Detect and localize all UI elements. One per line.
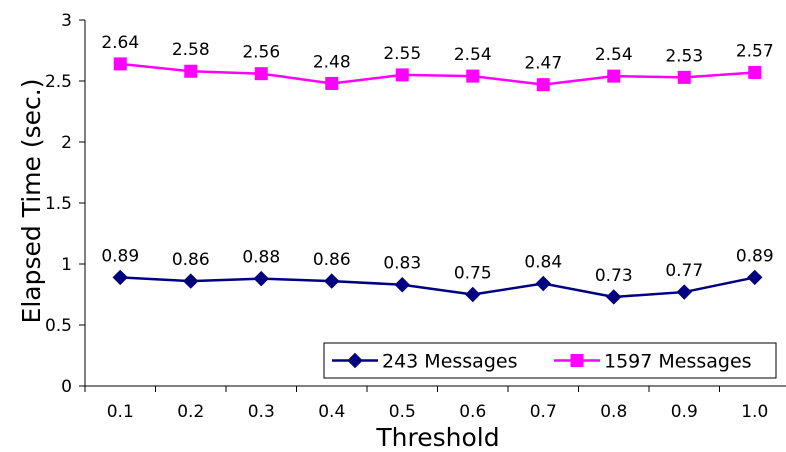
y-tick-label: 1 — [61, 255, 72, 275]
x-tick-label: 0.1 — [107, 402, 134, 422]
y-tick-label: 2.5 — [45, 72, 72, 92]
data-label: 2.64 — [101, 33, 139, 53]
legend-label: 1597 Messages — [604, 351, 752, 373]
square-marker — [184, 64, 198, 78]
y-axis-title: Elapsed Time (sec.) — [17, 79, 46, 324]
data-labels: 0.89 0.86 0.88 0.86 0.83 0.75 0.84 0.73 0.77 0.89… — [101, 33, 773, 286]
square-marker — [254, 67, 268, 81]
x-tick-label: 0.4 — [318, 402, 345, 422]
data-label: 2.54 — [454, 45, 492, 65]
series-line-1 — [120, 62, 755, 86]
diamond-marker — [676, 284, 692, 300]
legend-box — [323, 342, 777, 379]
data-label: 2.48 — [313, 52, 351, 72]
square-marker — [113, 57, 127, 71]
legend: 243 Messages 1597 Messages — [323, 342, 777, 379]
data-label: 2.58 — [172, 40, 210, 60]
square-marker — [395, 68, 409, 82]
square-marker — [748, 65, 762, 79]
x-tick-label: 0.8 — [600, 402, 627, 422]
square-marker — [570, 354, 584, 367]
data-label: 2.54 — [595, 45, 633, 65]
x-tick-label: 0.3 — [248, 402, 275, 422]
data-label: 0.77 — [665, 261, 703, 281]
data-label: 0.75 — [454, 264, 492, 284]
data-label: 2.56 — [242, 43, 280, 63]
series-layer — [112, 57, 763, 305]
data-label: 2.53 — [665, 46, 703, 66]
y-tick-label: 0 — [61, 377, 72, 397]
data-label: 0.83 — [383, 254, 421, 274]
y-tick-label: 3 — [61, 11, 72, 31]
diamond-marker — [606, 289, 622, 305]
data-label: 2.55 — [383, 44, 421, 64]
x-tick-label: 0.6 — [459, 402, 486, 422]
series-line-0 — [120, 276, 756, 299]
y-tick-label: 1.5 — [45, 194, 72, 214]
x-tick-label: 0.2 — [177, 402, 204, 422]
diamond-marker — [347, 352, 363, 369]
diamond-marker — [253, 270, 269, 287]
data-label: 0.86 — [172, 250, 210, 270]
x-tick-label: 1.0 — [741, 402, 768, 422]
diamond-marker — [112, 269, 128, 286]
diamond-marker — [394, 277, 410, 293]
data-label: 0.73 — [595, 266, 633, 286]
diamond-marker — [747, 269, 763, 286]
square-marker — [677, 70, 691, 84]
diamond-marker — [324, 273, 340, 289]
data-label: 0.89 — [101, 246, 139, 266]
y-tick-label: 0.5 — [45, 316, 72, 336]
square-marker — [466, 69, 480, 83]
y-tick-label: 2 — [61, 133, 72, 153]
data-label: 0.88 — [242, 248, 280, 268]
axes: 00.511.522.530.1 0.2 0.3 0.4 0.5 0.6 0.7 0.8 0.9… — [45, 11, 786, 422]
diamond-marker — [535, 275, 551, 292]
data-label: 2.47 — [524, 54, 562, 74]
data-label: 0.86 — [313, 250, 351, 270]
x-tick-label: 0.7 — [530, 402, 557, 422]
square-marker — [536, 78, 550, 92]
diamond-marker — [465, 286, 481, 303]
x-tick-label: 0.9 — [671, 402, 698, 422]
legend-label: 243 Messages — [382, 351, 517, 373]
square-marker — [607, 69, 621, 83]
diamond-marker — [183, 273, 199, 289]
data-label: 0.89 — [736, 246, 774, 266]
square-marker — [325, 76, 339, 90]
x-tick-label: 0.5 — [389, 402, 416, 422]
data-label: 2.57 — [736, 41, 774, 61]
data-label: 0.84 — [524, 253, 562, 273]
x-axis-title: Threshold — [375, 423, 499, 452]
